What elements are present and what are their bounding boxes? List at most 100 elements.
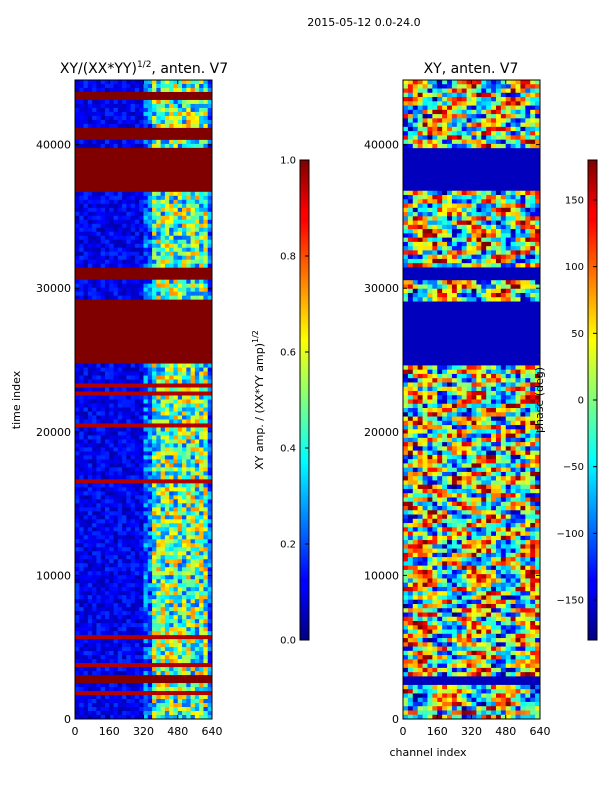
heatmap-cell bbox=[186, 663, 192, 668]
heatmap-cell bbox=[510, 199, 517, 205]
heatmap-cell bbox=[535, 254, 540, 260]
heatmap-cell bbox=[177, 435, 183, 441]
heatmap-cell bbox=[194, 507, 200, 512]
heatmap-cell bbox=[476, 233, 482, 239]
heatmap-cell bbox=[530, 220, 536, 226]
heatmap-cell bbox=[75, 551, 80, 556]
heatmap-cell bbox=[173, 375, 179, 381]
heatmap-cell bbox=[130, 243, 136, 249]
heatmap-cell bbox=[432, 88, 438, 94]
heatmap-cell bbox=[164, 527, 170, 532]
heatmap-cell bbox=[199, 435, 205, 441]
heatmap-cell bbox=[109, 215, 115, 221]
heatmap-cell bbox=[160, 683, 166, 688]
heatmap-cell bbox=[160, 387, 166, 393]
heatmap-cell bbox=[152, 103, 157, 109]
heatmap-cell bbox=[109, 499, 115, 504]
heatmap-cell bbox=[177, 107, 183, 113]
heatmap-cell bbox=[143, 639, 149, 644]
heatmap-cell bbox=[177, 515, 183, 520]
heatmap-cell bbox=[520, 258, 526, 264]
heatmap-cell bbox=[109, 207, 115, 213]
heatmap-cell bbox=[486, 114, 492, 119]
heatmap-cell bbox=[164, 247, 170, 253]
heatmap-cell bbox=[199, 623, 205, 628]
heatmap-cell bbox=[182, 683, 187, 688]
heatmap-cell bbox=[75, 451, 80, 457]
heatmap-cell bbox=[160, 663, 166, 668]
heatmap-cell bbox=[139, 115, 145, 121]
heatmap-cell bbox=[75, 391, 80, 397]
heatmap-cell bbox=[186, 483, 192, 488]
heatmap-cell bbox=[186, 611, 192, 616]
heatmap-cell bbox=[126, 563, 132, 568]
heatmap-cell bbox=[207, 667, 212, 672]
heatmap-cell bbox=[207, 611, 212, 616]
heatmap-cell bbox=[96, 615, 102, 620]
heatmap-cell bbox=[207, 363, 212, 369]
heatmap-cell bbox=[152, 659, 157, 664]
heatmap-cell bbox=[96, 519, 102, 524]
heatmap-cell bbox=[122, 663, 127, 668]
heatmap-cell bbox=[147, 115, 153, 121]
heatmap-cell bbox=[143, 139, 149, 145]
heatmap-cell bbox=[152, 427, 157, 433]
heatmap-cell bbox=[113, 559, 119, 564]
heatmap-cell bbox=[134, 443, 140, 449]
heatmap-cell bbox=[182, 571, 187, 576]
heatmap-cell bbox=[481, 126, 487, 132]
heatmap-cell bbox=[156, 523, 162, 528]
heatmap-cell bbox=[194, 99, 200, 105]
heatmap-cell bbox=[182, 451, 187, 457]
heatmap-cell bbox=[447, 216, 453, 222]
heatmap-cell bbox=[152, 611, 157, 616]
heatmap-cell bbox=[79, 639, 85, 644]
heatmap-cell bbox=[113, 583, 119, 588]
heatmap-cell bbox=[143, 387, 149, 393]
heatmap-cell bbox=[173, 435, 179, 441]
heatmap-cell bbox=[182, 407, 187, 413]
heatmap-cell bbox=[126, 407, 132, 413]
heatmap-cell bbox=[100, 279, 106, 285]
heatmap-cell bbox=[190, 555, 196, 560]
heatmap-cell bbox=[190, 639, 196, 644]
heatmap-cell bbox=[173, 495, 179, 500]
heatmap-cell bbox=[160, 527, 166, 532]
heatmap-cell bbox=[164, 83, 170, 89]
heatmap-cell bbox=[113, 219, 119, 225]
heatmap-cell bbox=[104, 419, 110, 425]
heatmap-cell bbox=[177, 603, 183, 608]
heatmap-cell bbox=[199, 563, 205, 568]
heatmap-cell bbox=[456, 203, 463, 209]
heatmap-cell bbox=[169, 211, 175, 217]
heatmap-cell bbox=[79, 283, 85, 289]
heatmap-cell bbox=[442, 229, 448, 234]
heatmap-cell bbox=[134, 683, 140, 688]
heatmap-cell bbox=[190, 511, 196, 516]
heatmap-cell bbox=[437, 118, 443, 124]
heatmap-cell bbox=[130, 83, 136, 89]
heatmap-cell bbox=[437, 126, 443, 132]
heatmap-cell bbox=[83, 599, 89, 604]
heatmap-cell bbox=[147, 255, 153, 261]
heatmap-cell bbox=[199, 83, 205, 89]
heatmap-cell bbox=[75, 235, 80, 241]
heatmap-cell bbox=[160, 715, 166, 719]
heatmap-cell bbox=[160, 143, 166, 149]
heatmap-cell bbox=[122, 651, 127, 656]
heatmap-cell bbox=[520, 250, 526, 256]
heatmap-cell bbox=[113, 635, 119, 640]
heatmap-cell bbox=[87, 659, 93, 664]
heatmap-cell bbox=[505, 254, 512, 260]
heatmap-cell bbox=[130, 607, 136, 612]
heatmap-cell bbox=[109, 591, 115, 596]
heatmap-cell bbox=[169, 591, 175, 596]
heatmap-cell bbox=[486, 101, 492, 107]
heatmap-cell bbox=[495, 114, 502, 119]
heatmap-cell bbox=[427, 92, 433, 98]
heatmap-cell bbox=[130, 627, 136, 632]
heatmap-cell bbox=[79, 235, 85, 241]
heatmap-cell bbox=[173, 475, 179, 480]
heatmap-cell bbox=[203, 455, 209, 461]
heatmap-cell bbox=[130, 223, 136, 229]
